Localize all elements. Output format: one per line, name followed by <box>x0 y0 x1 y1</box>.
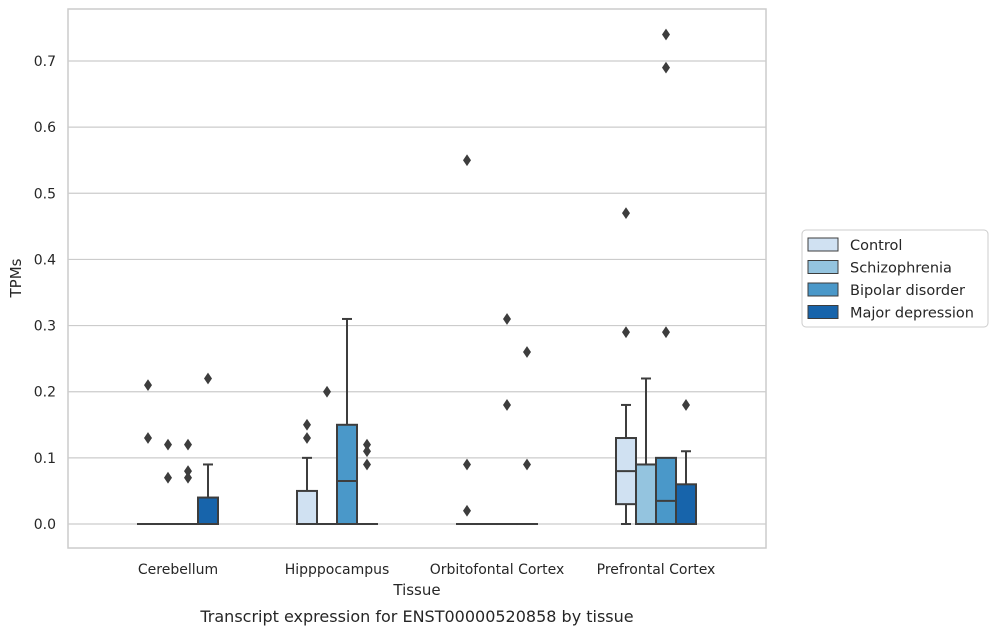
outlier-point <box>462 458 472 471</box>
x-tick-label: Cerebellum <box>138 562 218 578</box>
outlier-point <box>322 385 332 398</box>
outlier-point <box>462 504 472 517</box>
plot-area: 0.0 0.1 0.2 0.3 0.4 0.5 0.6 0.7 Cerebellum Hipppo… <box>34 8 767 578</box>
outlier-point <box>163 471 173 484</box>
outlier-point <box>302 418 312 431</box>
box-body <box>655 456 677 526</box>
y-tick-label: 0.1 <box>34 451 56 467</box>
legend-label: Control <box>850 238 902 254</box>
outlier-point <box>621 326 631 339</box>
legend-frame <box>801 229 989 328</box>
outlier-point <box>661 326 671 339</box>
y-tick-label: 0.3 <box>34 319 56 335</box>
outlier-point <box>362 445 372 458</box>
y-tick-label: 0.7 <box>34 54 56 70</box>
box-body <box>675 483 697 526</box>
x-axis-title: Tissue <box>392 581 440 599</box>
outlier-point <box>203 372 213 385</box>
y-tick-label: 0.2 <box>34 385 56 401</box>
legend: Control Schizophrenia Bipolar disorder Majo… <box>801 229 989 328</box>
y-tick-label: 0.5 <box>34 186 56 202</box>
box-body <box>197 496 219 525</box>
outlier-point <box>143 379 153 391</box>
box-body <box>296 489 318 525</box>
outlier-point <box>522 458 532 471</box>
y-tick-label: 0.4 <box>34 252 56 268</box>
outlier-point <box>163 438 173 451</box>
outlier-point <box>462 154 472 167</box>
box-body <box>635 463 657 526</box>
outlier-point <box>621 207 631 220</box>
outlier-point <box>661 28 671 41</box>
outlier-point <box>183 471 193 484</box>
outlier-point <box>502 313 512 325</box>
x-tick-label: Hipppocampus <box>285 562 390 578</box>
outlier-point <box>302 432 312 444</box>
legend-swatch <box>807 282 839 297</box>
box-body <box>336 423 358 525</box>
outlier-point <box>522 346 532 358</box>
legend-swatch <box>807 305 839 319</box>
outlier-point <box>681 399 691 411</box>
x-tick-label: Orbitofontal Cortex <box>430 562 565 578</box>
legend-label: Bipolar disorder <box>850 283 965 299</box>
outlier-point <box>362 458 372 471</box>
outlier-point <box>502 399 512 411</box>
plot-frame <box>67 8 767 549</box>
x-tick-label: Prefrontal Cortex <box>597 562 716 578</box>
legend-swatch <box>807 237 839 252</box>
y-axis-title: TPMs <box>7 258 25 298</box>
chart-caption: Transcript expression for ENST0000052085… <box>199 607 633 626</box>
legend-swatch <box>807 260 839 274</box>
outlier-point <box>183 438 193 451</box>
y-tick-label: 0.6 <box>34 120 56 136</box>
legend-label: Schizophrenia <box>850 261 952 277</box>
legend-label: Major depression <box>850 306 974 322</box>
outlier-point <box>661 61 671 74</box>
outlier-point <box>143 432 153 444</box>
y-tick-label: 0.0 <box>34 517 56 533</box>
